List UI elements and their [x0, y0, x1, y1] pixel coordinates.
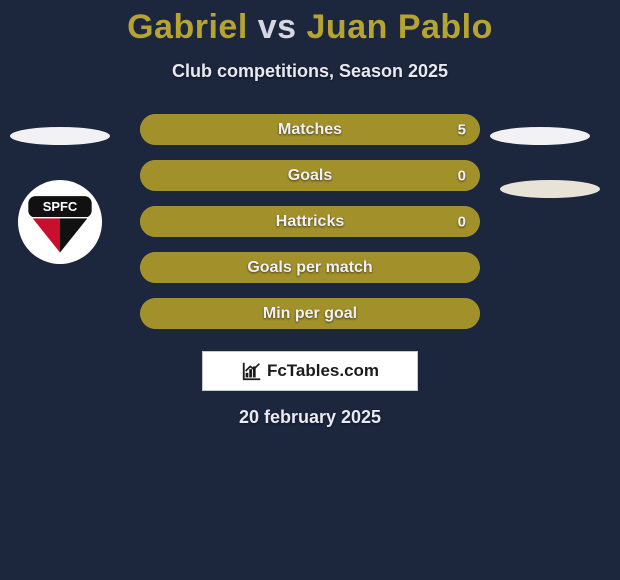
stat-row: Min per goal [140, 298, 480, 329]
player1-name: Gabriel [127, 8, 248, 46]
subtitle: Club competitions, Season 2025 [0, 61, 620, 82]
stat-row: Goals 0 [140, 160, 480, 191]
club-crest-icon: SPFC [24, 186, 96, 258]
stats-panel: Matches 5 Goals 0 Hattricks 0 Goals per match M… [140, 114, 480, 329]
branding-text: FcTables.com [267, 361, 379, 381]
stat-row: Goals per match [140, 252, 480, 283]
comparison-title: Gabriel vs Juan Pablo [0, 0, 620, 47]
stat-label: Matches [278, 121, 342, 139]
stat-value-right: 5 [458, 121, 466, 138]
decorative-ellipse [490, 127, 590, 145]
title-vs: vs [258, 8, 297, 46]
stat-label: Goals per match [247, 259, 372, 277]
player2-name: Juan Pablo [307, 8, 493, 46]
decorative-ellipse [10, 127, 110, 145]
stat-label: Hattricks [276, 213, 344, 231]
club-badge-label: SPFC [43, 199, 78, 214]
stat-row: Hattricks 0 [140, 206, 480, 237]
stat-label: Goals [288, 167, 332, 185]
stat-label: Min per goal [263, 305, 357, 323]
stat-value-right: 0 [458, 213, 466, 230]
club-badge: SPFC [18, 180, 102, 264]
date-text: 20 february 2025 [0, 407, 620, 428]
chart-icon [241, 360, 263, 382]
stat-value-right: 0 [458, 167, 466, 184]
stat-row: Matches 5 [140, 114, 480, 145]
branding-box: FcTables.com [202, 351, 418, 391]
decorative-ellipse [500, 180, 600, 198]
